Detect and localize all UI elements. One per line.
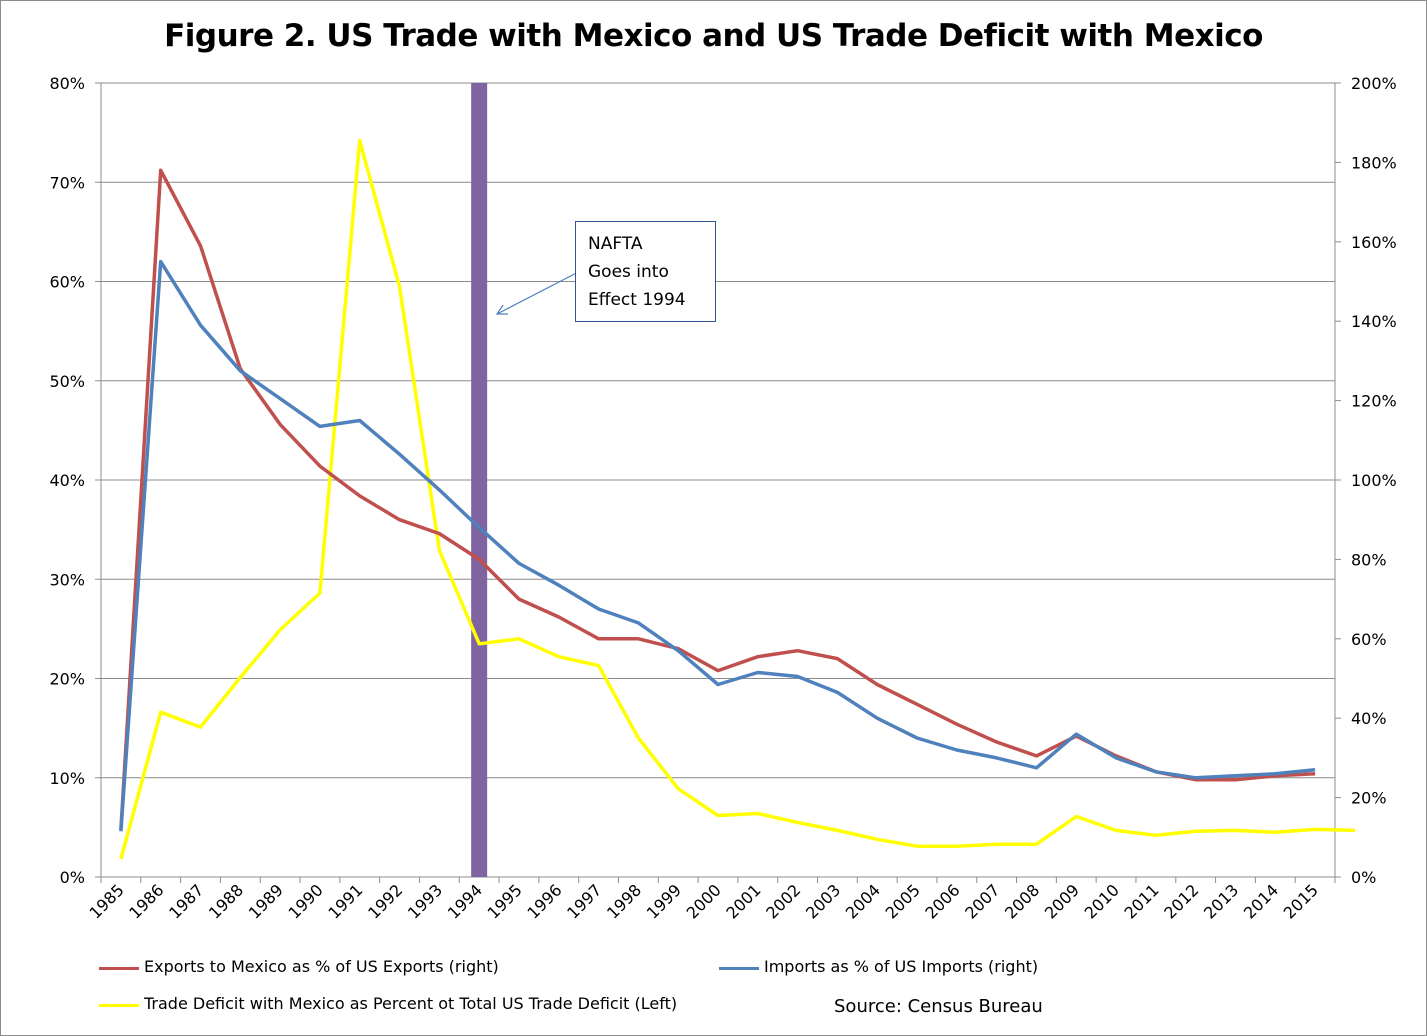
left-tick-label: 40% [49,471,85,490]
x-tick-label: 2007 [961,880,1003,922]
legend-swatch-deficit [99,1004,139,1007]
right-tick-label: 0% [1351,868,1376,887]
x-tick-label: 1988 [205,880,247,922]
right-tick-label: 60% [1351,630,1387,649]
left-tick-label: 70% [49,173,85,192]
series-line-2 [119,138,1355,860]
x-tick-label: 1992 [364,880,406,922]
x-tick-label: 1987 [165,880,207,922]
x-tick-label: 1998 [603,880,645,922]
chart-title: Figure 2. US Trade with Mexico and US Tr… [164,18,1263,54]
x-tick-label: 2002 [762,880,804,922]
legend-swatch-imports [719,967,759,970]
x-tick-label: 2010 [1081,880,1123,922]
x-tick-label: 2004 [842,880,884,922]
x-tick-label: 2000 [683,880,725,922]
left-tick-label: 80% [49,74,85,93]
nafta-marker [471,83,488,877]
annotation-line-3: Effect 1994 [588,290,686,310]
right-tick-label: 160% [1351,233,1397,252]
series-lines [119,138,1355,860]
left-tick-label: 0% [60,868,85,887]
gridlines [101,82,1335,779]
arrow-shaft [496,265,591,315]
axes [95,82,1341,883]
right-tick-label: 120% [1351,392,1397,411]
annotation-line-2: Goes into [588,262,669,282]
legend-swatch-exports [99,967,139,970]
left-axis-ticks: 0% 10% 20% 30% 40% 50% 60% 70% 80% [49,74,85,887]
right-tick-label: 20% [1351,789,1387,808]
x-tick-label: 2001 [722,880,764,922]
x-tick-label: 2012 [1160,880,1202,922]
series-line-0 [119,168,1316,830]
legend-label-deficit: Trade Deficit with Mexico as Percent ot … [144,994,678,1013]
right-tick-label: 100% [1351,471,1397,490]
x-tick-label: 1986 [125,880,167,922]
x-tick-label: 1990 [285,880,327,922]
left-tick-label: 60% [49,273,85,292]
x-tick-label: 2014 [1240,880,1282,922]
arrow-head [495,304,508,315]
x-tick-label: 1985 [86,880,128,922]
left-tick-label: 20% [49,670,85,689]
x-tick-label: 2015 [1280,880,1322,922]
x-tick-label: 2006 [921,880,963,922]
series-line-1 [119,259,1316,832]
right-tick-label: 140% [1351,312,1397,331]
right-tick-label: 200% [1351,74,1397,93]
source-note: Source: Census Bureau [834,996,1043,1017]
x-tick-label: 2009 [1041,880,1083,922]
x-tick-label: 1989 [245,880,287,922]
legend-label-exports: Exports to Mexico as % of US Exports (ri… [144,957,499,976]
annotation-line-1: NAFTA [588,234,643,254]
right-tick-label: 40% [1351,709,1387,728]
x-tick-label: 1995 [484,880,526,922]
x-tick-label: 1997 [563,880,605,922]
x-tick-label: 1994 [444,880,486,922]
x-tick-label: 1993 [404,880,446,922]
x-tick-label: 1991 [324,880,366,922]
right-tick-label: 80% [1351,550,1387,569]
x-tick-label: 1996 [523,880,565,922]
x-tick-label: 2005 [882,880,924,922]
x-tick-label: 1999 [643,880,685,922]
annotation-box: NAFTA Goes into Effect 1994 [575,221,716,322]
right-axis-ticks: 0% 20% 40% 60% 80% 100% 120% 140% 160% 180% 200% [1351,74,1397,887]
x-tick-label: 2003 [802,880,844,922]
left-tick-label: 50% [49,372,85,391]
annotation-arrow [495,265,591,315]
x-tick-label: 2008 [1001,880,1043,922]
left-tick-label: 10% [49,769,85,788]
x-tick-label: 2013 [1200,880,1242,922]
legend-label-imports: Imports as % of US Imports (right) [764,957,1039,976]
nafta-1994-bar [471,83,488,877]
x-tick-label: 2011 [1120,880,1162,922]
left-tick-label: 30% [49,570,85,589]
right-tick-label: 180% [1351,153,1397,172]
x-axis-ticks: 1985198619871988198919901991199219931994… [86,880,1322,922]
